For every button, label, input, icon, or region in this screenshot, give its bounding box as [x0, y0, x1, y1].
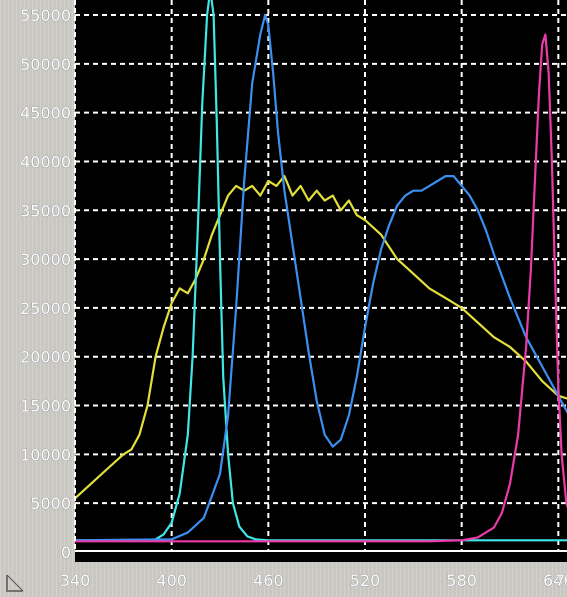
x-tick-label: 580: [446, 571, 477, 590]
axes: [74, 0, 567, 562]
series-line-4: [75, 33, 567, 543]
series-line-3: [74, 13, 567, 542]
plot-area: [75, 0, 567, 552]
y-tick-label: 35000: [20, 201, 71, 220]
y-tick-label: 40000: [20, 152, 71, 171]
y-tick-label: 5000: [30, 494, 71, 513]
x-tick-label: 400: [156, 571, 187, 590]
series-line-1: [74, 175, 567, 500]
y-tick-label: 50000: [20, 55, 71, 74]
x-tick-label: 640: [543, 571, 567, 590]
x-tick-label: 70: [555, 571, 567, 590]
x-axis-band: [75, 552, 567, 562]
grid: [75, 0, 567, 552]
y-tick-label: 15000: [20, 397, 71, 416]
series-group: [74, 0, 567, 543]
y-tick-label: 25000: [20, 299, 71, 318]
y-tick-label: 0: [61, 543, 71, 562]
y-tick-label: 55000: [20, 6, 71, 25]
resize-corner-icon: [6, 574, 24, 592]
y-tick-label: 10000: [20, 445, 71, 464]
x-tick-label: 460: [253, 571, 284, 590]
x-tick-label: 340: [60, 571, 91, 590]
y-tick-label: 20000: [20, 348, 71, 367]
y-axis-tick-labels: 0 5000 10000 15000 20000 25000 30000 35000 40000…: [20, 6, 72, 563]
x-axis-tick-labels: 340 400 460 520 580 64070: [59, 571, 567, 591]
y-tick-label: 45000: [20, 104, 71, 123]
x-tick-label: 520: [350, 571, 381, 590]
y-tick-label: 30000: [20, 250, 71, 269]
